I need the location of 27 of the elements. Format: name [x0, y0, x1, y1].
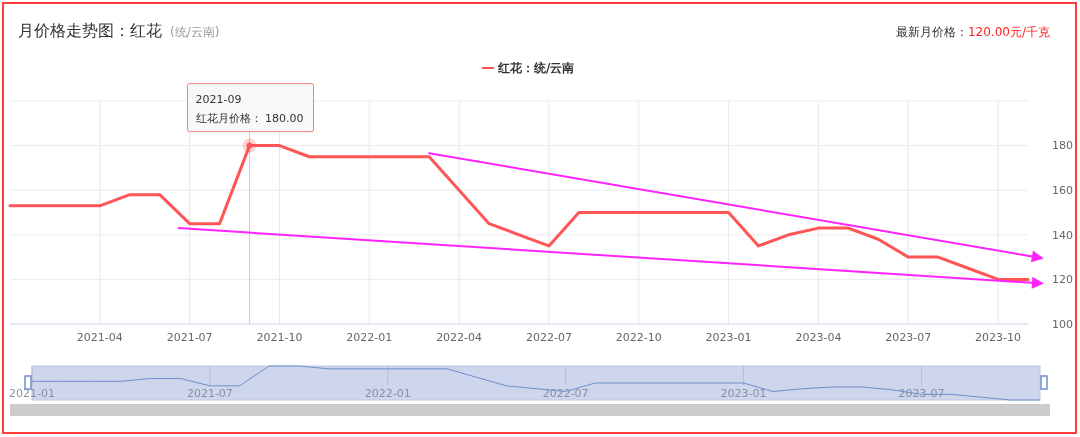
text: 最新月价格：: [895, 25, 968, 39]
x-tick-label: 2022-01: [346, 331, 393, 344]
x-tick-label: 2023-04: [795, 331, 842, 344]
x-tick-label: 2022-07: [542, 387, 589, 400]
legend-label: 红花：统/云南: [497, 61, 575, 75]
y-tick-label: 180: [1052, 139, 1073, 153]
y-tick-label: 160: [1052, 184, 1073, 198]
chart-title: 月价格走势图：红花: [18, 21, 162, 40]
chart-subtitle: (统/云南): [170, 25, 220, 39]
x-tick-label: 2023-07: [885, 331, 932, 344]
y-tick-label: 140: [1052, 228, 1073, 242]
x-tick-label: 2022-01: [364, 387, 411, 400]
x-tick-label: 2021-04: [76, 331, 123, 344]
x-tick-label: 2023-01: [720, 387, 767, 400]
x-tick-label: 2023-10: [975, 331, 1022, 344]
x-tick-label: 2021-01: [9, 387, 55, 400]
x-tick-label: 2023-01: [705, 331, 752, 344]
x-tick-label: 2021-07: [166, 331, 213, 344]
x-tick-label: 2022-07: [525, 331, 572, 344]
x-tick-label: 2021-10: [256, 331, 303, 344]
x-tick-label: 2022-04: [436, 331, 483, 344]
annotation: 2021-09 红花月价格： 180.00: [195, 92, 304, 125]
y-tick-label: 100: [1052, 317, 1073, 331]
x-tick-label: 2021-07: [186, 387, 233, 400]
y-tick-label: 120: [1052, 273, 1073, 287]
x-tick-label: 2022-10: [615, 331, 662, 344]
text: 120.00元/千克: [967, 25, 1050, 39]
